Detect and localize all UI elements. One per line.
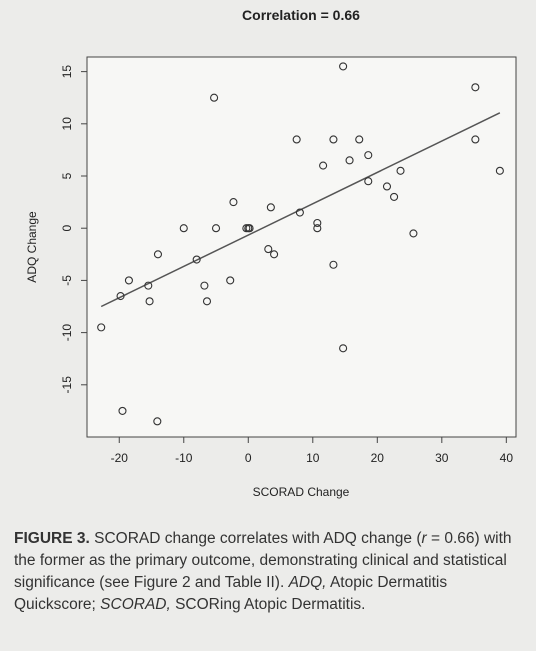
- caption-text: = 0.66) with the former as the primary o…: [14, 530, 512, 591]
- point: [471, 135, 480, 144]
- x-tick-label: 10: [306, 451, 320, 465]
- point: [264, 245, 273, 254]
- point: [329, 135, 338, 144]
- point: [471, 83, 480, 92]
- point: [202, 297, 212, 306]
- point: [495, 166, 504, 175]
- y-tick-label: -10: [60, 324, 74, 342]
- caption-symbol: r: [421, 530, 427, 547]
- y-tick-label: 5: [60, 172, 74, 179]
- point: [355, 135, 364, 144]
- point: [153, 250, 163, 259]
- point: [292, 135, 301, 144]
- point: [396, 166, 405, 175]
- trend-line: [100, 112, 501, 308]
- point: [210, 93, 219, 102]
- point: [200, 281, 209, 290]
- y-tick-label: -15: [60, 376, 74, 394]
- point: [364, 151, 373, 160]
- x-tick-label: 20: [371, 451, 385, 465]
- point: [153, 417, 162, 426]
- x-tick-label: 40: [500, 451, 514, 465]
- abbreviation-definition: Atopic Dermatitis Quickscore;: [14, 574, 448, 613]
- point: [97, 323, 106, 332]
- point: [226, 276, 235, 285]
- point: [409, 229, 418, 238]
- figure-caption: FIGURE 3. SCORAD change correlates with …: [14, 528, 526, 616]
- point: [319, 161, 328, 170]
- plot-frame: [86, 56, 517, 438]
- point: [390, 192, 399, 201]
- abbreviation-term: SCORAD,: [100, 596, 171, 613]
- point: [179, 224, 188, 233]
- point: [339, 344, 348, 353]
- point: [266, 203, 275, 212]
- point: [295, 208, 304, 217]
- point: [124, 276, 133, 285]
- x-tick-label: 30: [435, 451, 449, 465]
- point: [118, 406, 127, 415]
- x-tick-label: -20: [111, 451, 129, 465]
- y-tick-label: -5: [60, 275, 74, 286]
- chart: Correlation = 0.66 SCORAD Change ADQ Cha…: [25, 7, 517, 499]
- point: [339, 62, 348, 71]
- point: [211, 224, 221, 233]
- chart-title: Correlation = 0.66: [242, 7, 360, 23]
- point: [313, 224, 322, 233]
- y-tick-label: 10: [60, 117, 74, 131]
- abbreviation-term: ADQ,: [288, 574, 327, 591]
- point: [270, 250, 279, 259]
- x-axis-label: SCORAD Change: [253, 485, 350, 499]
- abbreviation-definition: SCORing Atopic Dermatitis.: [175, 596, 366, 613]
- x-tick-label: -10: [175, 451, 193, 465]
- caption-text: SCORAD change correlates with ADQ change…: [94, 530, 422, 547]
- point: [144, 281, 153, 290]
- point: [116, 292, 125, 301]
- caption-label: FIGURE 3.: [14, 530, 90, 547]
- point: [229, 198, 238, 207]
- point: [313, 218, 322, 228]
- point: [329, 260, 338, 269]
- point: [382, 182, 392, 191]
- point: [364, 177, 373, 186]
- x-tick-label: 0: [245, 451, 252, 465]
- point: [145, 297, 154, 306]
- y-axis-label: ADQ Change: [25, 211, 39, 283]
- point: [192, 255, 201, 264]
- point: [245, 224, 254, 233]
- y-tick-label: 0: [60, 225, 74, 232]
- y-tick-label: 15: [60, 65, 74, 79]
- point: [345, 156, 354, 165]
